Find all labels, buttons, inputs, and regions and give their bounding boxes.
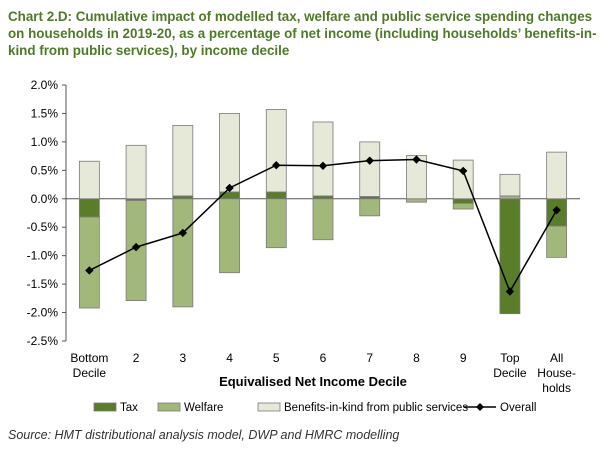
bar-bik bbox=[312, 121, 334, 197]
x-tick-label: Bottom bbox=[70, 351, 108, 365]
x-tick-label: 8 bbox=[413, 351, 420, 365]
chart-title: Chart 2.D: Cumulative impact of modelled… bbox=[8, 9, 597, 58]
overall-marker bbox=[365, 156, 374, 165]
bar-bik bbox=[78, 160, 100, 200]
legend-label-tax: Tax bbox=[120, 402, 138, 414]
x-tick-label: 7 bbox=[366, 351, 373, 365]
legend-marker-overall bbox=[476, 403, 484, 411]
bar-bik bbox=[546, 151, 568, 200]
y-tick-label: -2.0% bbox=[27, 306, 59, 320]
y-tick-label: 0.0% bbox=[31, 192, 59, 206]
overall-marker bbox=[505, 287, 515, 296]
bar-welfare bbox=[406, 198, 427, 203]
x-tick-label: Decile bbox=[73, 366, 107, 380]
bar-welfare bbox=[359, 198, 381, 217]
overall-marker bbox=[272, 161, 281, 170]
bar-bik bbox=[125, 144, 147, 200]
y-tick-label: 2.0% bbox=[31, 78, 59, 92]
bar-welfare bbox=[172, 198, 194, 308]
y-tick-label: 0.5% bbox=[31, 163, 59, 177]
source-note: Source: HMT distributional analysis mode… bbox=[8, 428, 400, 442]
x-tick-label: 6 bbox=[320, 351, 327, 365]
overall-marker bbox=[412, 155, 421, 164]
bar-tax bbox=[265, 191, 287, 200]
x-tick-label: 2 bbox=[133, 351, 140, 365]
bar-bik bbox=[499, 173, 521, 197]
bar-welfare bbox=[312, 198, 334, 241]
bar-tax bbox=[172, 195, 194, 200]
legend-swatch-welfare bbox=[157, 402, 181, 412]
x-tick-label: 5 bbox=[273, 351, 280, 365]
bar-welfare bbox=[499, 195, 521, 200]
y-tick-label: 1.5% bbox=[31, 106, 59, 120]
legend-label-welfare: Welfare bbox=[184, 402, 223, 414]
bar-welfare bbox=[78, 216, 100, 309]
x-tick-label: All bbox=[550, 351, 563, 365]
overall-marker bbox=[318, 161, 328, 170]
bar-welfare bbox=[219, 198, 240, 274]
y-tick-label: -1.5% bbox=[27, 277, 59, 291]
x-tick-label: House- bbox=[537, 366, 576, 380]
bar-bik bbox=[219, 113, 240, 193]
overall-marker bbox=[458, 166, 468, 176]
x-axis-title: Equivalised Net Income Decile bbox=[219, 374, 407, 389]
overall-marker bbox=[225, 183, 234, 193]
bar-welfare bbox=[452, 202, 474, 210]
x-tick-label: 9 bbox=[460, 351, 467, 365]
bar-tax bbox=[78, 198, 100, 218]
bar-bik bbox=[172, 124, 194, 197]
x-tick-label: Decile bbox=[493, 366, 527, 380]
bar-bik bbox=[265, 109, 287, 193]
bar-tax bbox=[312, 195, 334, 200]
bar-welfare bbox=[546, 225, 568, 258]
bar-tax bbox=[499, 198, 521, 315]
y-tick-label: -1.0% bbox=[27, 249, 59, 263]
y-tick-label: -0.5% bbox=[27, 220, 59, 234]
bar-tax bbox=[452, 198, 474, 204]
legend-swatch-tax bbox=[93, 402, 117, 412]
overall-marker bbox=[178, 228, 188, 238]
bar-bik bbox=[452, 159, 474, 200]
overall-marker bbox=[552, 205, 561, 215]
y-tick-label: -2.5% bbox=[27, 334, 59, 348]
bar-welfare bbox=[265, 198, 287, 249]
overall-marker bbox=[131, 242, 141, 252]
legend-swatch-bik bbox=[257, 402, 281, 412]
x-tick-label: 4 bbox=[226, 351, 233, 365]
x-tick-label: 3 bbox=[179, 351, 186, 365]
legend-label-bik: Benefits-in-kind from public services bbox=[284, 402, 468, 414]
x-tick-label: Top bbox=[500, 351, 520, 365]
bar-bik bbox=[359, 141, 381, 197]
x-tick-label: holds bbox=[542, 381, 571, 395]
overall-marker bbox=[85, 266, 94, 275]
y-tick-label: 1.0% bbox=[31, 135, 59, 149]
legend-label-overall: Overall bbox=[500, 402, 536, 414]
